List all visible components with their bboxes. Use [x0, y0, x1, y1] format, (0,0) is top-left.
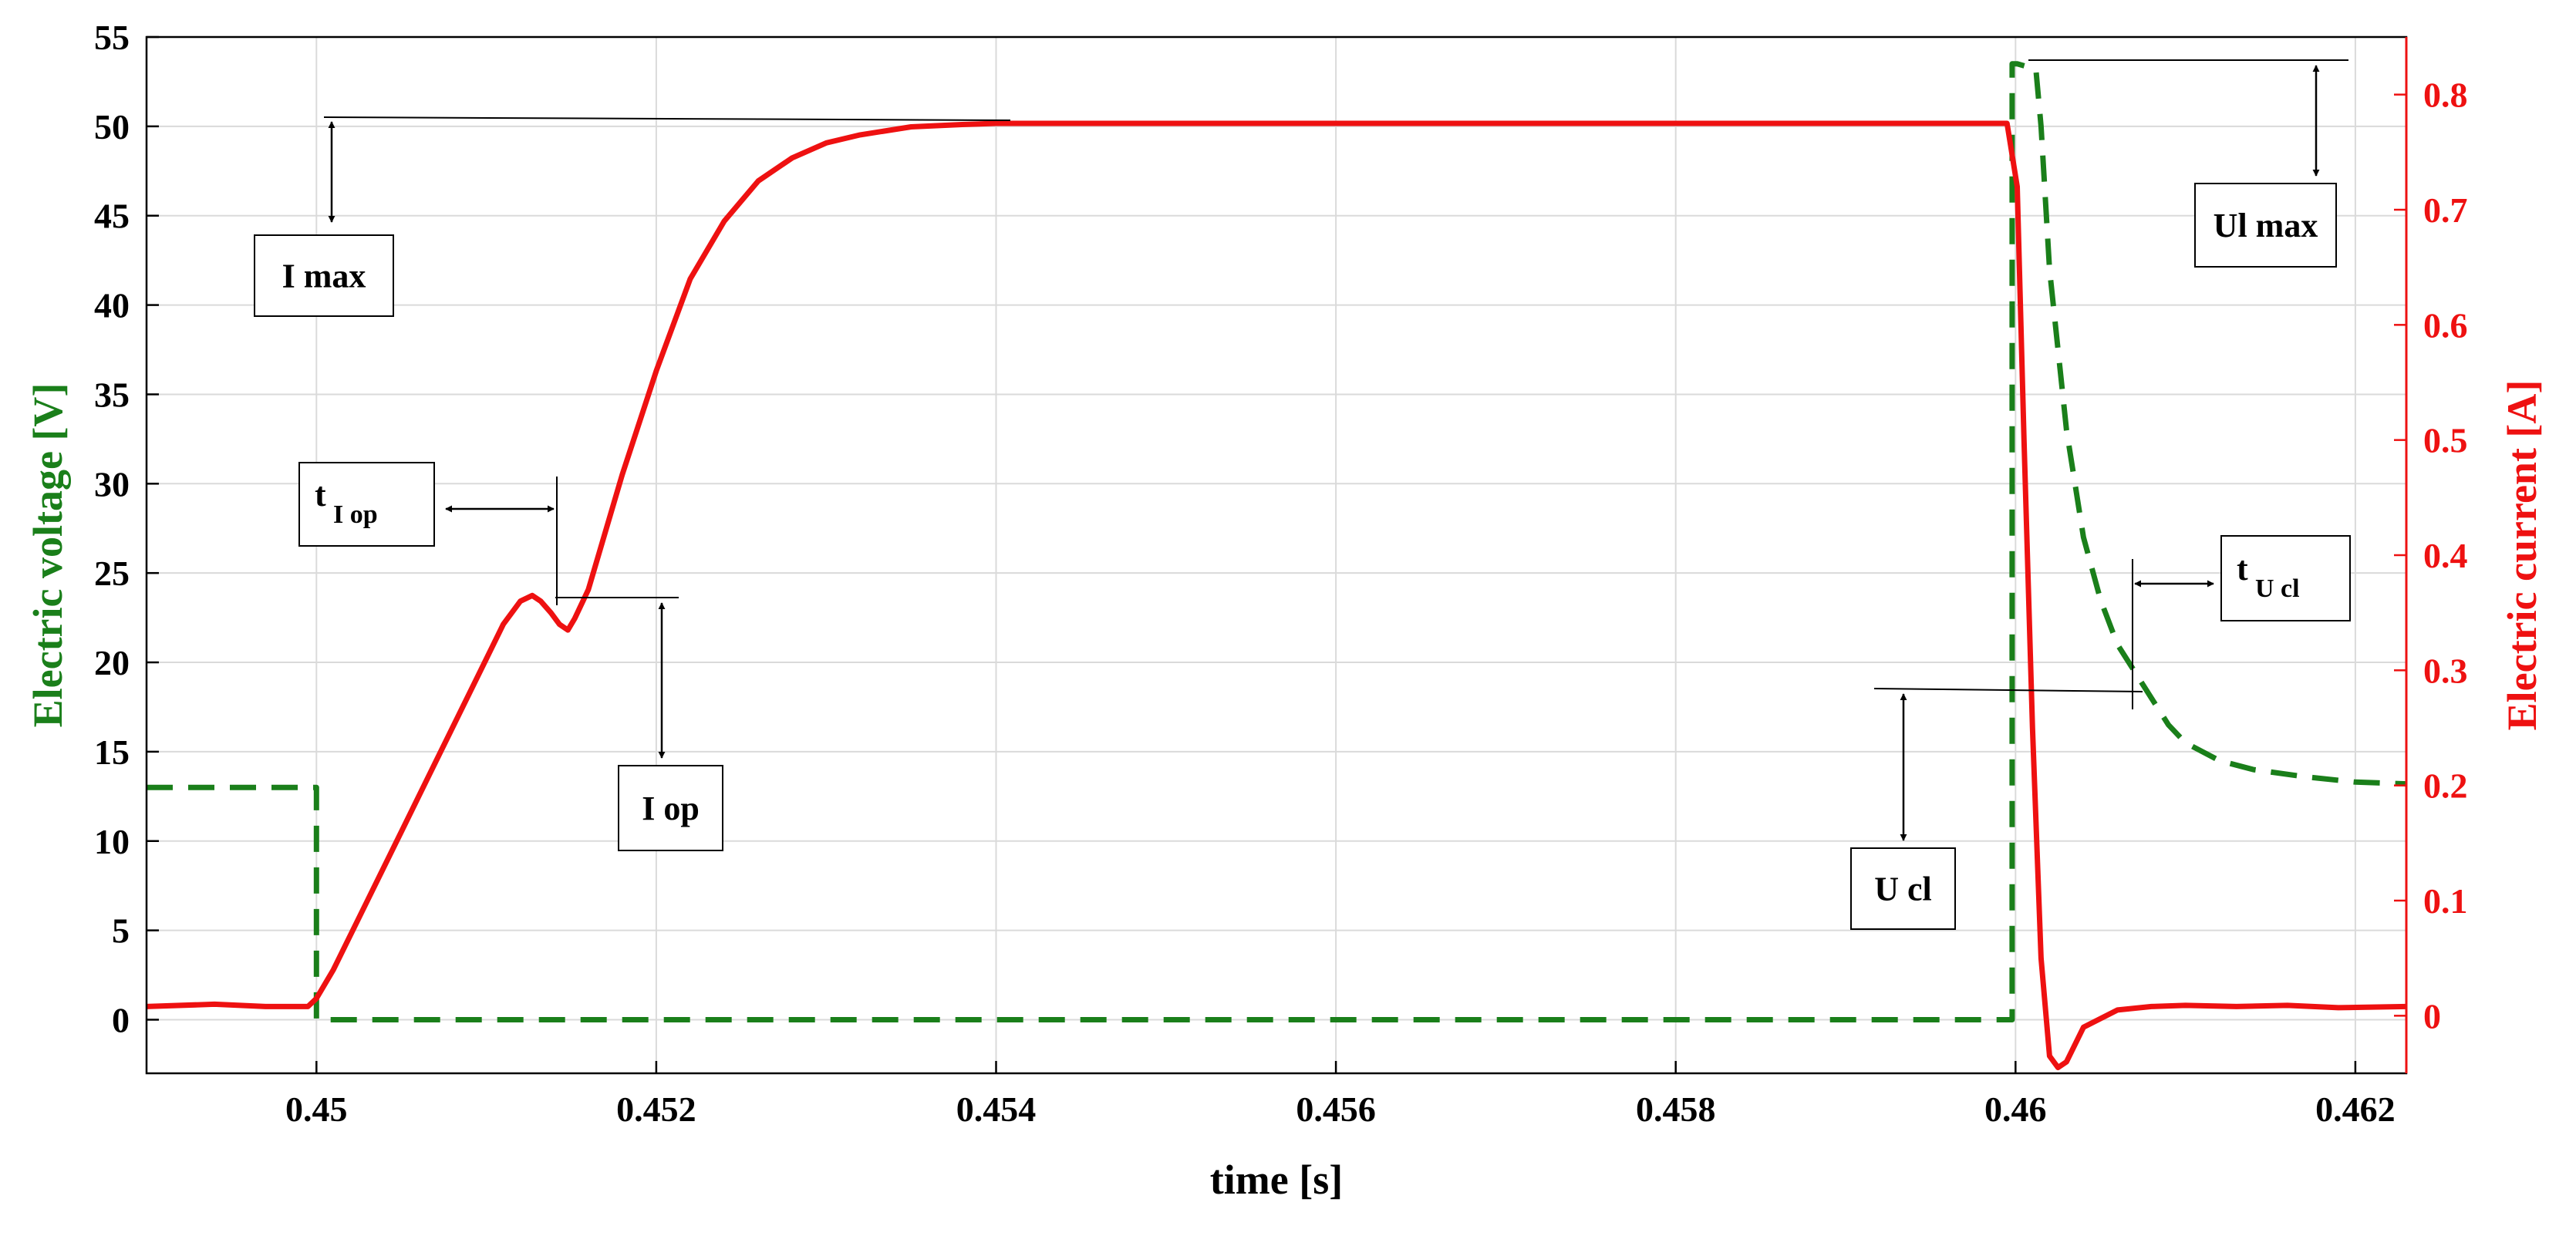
- right-y-tick-label: 0.3: [2423, 651, 2468, 690]
- axis-titles: time [s] Electric voltage [V] Electric c…: [25, 380, 2545, 1203]
- ul-max-annotation-box: [2194, 183, 2337, 268]
- i-op-annotation-box: [618, 765, 723, 851]
- left-y-tick-label: 40: [94, 286, 130, 325]
- t-u-cl-annotation-box: [2220, 535, 2351, 621]
- right-y-tick-label: 0: [2423, 996, 2441, 1036]
- x-tick-label: 0.452: [616, 1089, 696, 1129]
- i-max-annotation-label: I max: [282, 258, 366, 295]
- left-y-tick-label: 45: [94, 197, 130, 236]
- axes: 0.45 0.452 0.454 0.456 0.458 0.46 0.462 0 5 10 15 2…: [94, 18, 2468, 1129]
- t-i-op-annotation-label: t: [315, 476, 326, 514]
- left-y-tick-label: 55: [94, 18, 130, 57]
- u-cl-annotation-box: [1850, 847, 1956, 930]
- right-y-axis-title: Electric current [A]: [2499, 380, 2545, 731]
- left-y-axis-title: Electric voltage [V]: [25, 383, 71, 728]
- t-i-op-annotation-box: [298, 462, 435, 547]
- right-y-tick-label: 0.1: [2423, 881, 2468, 921]
- left-y-tick-label: 0: [112, 1000, 130, 1039]
- ul-max-annotation-label: Ul max: [2214, 207, 2318, 244]
- i-max-reference-line: [323, 116, 1011, 121]
- t-u-cl-annotation-subscript: U cl: [2255, 574, 2300, 603]
- left-y-tick-label: 35: [94, 375, 130, 414]
- x-tick-label: 0.45: [285, 1089, 348, 1129]
- plot-frame: [145, 35, 2408, 1075]
- right-y-tick-label: 0.7: [2423, 190, 2468, 230]
- left-y-tick-label: 20: [94, 643, 130, 682]
- i-max-annotation-box: [254, 234, 394, 317]
- left-y-tick-label: 5: [112, 911, 130, 951]
- left-y-tick-label: 15: [94, 733, 130, 772]
- u-cl-annotation-label: U cl: [1874, 871, 1932, 908]
- x-tick-label: 0.462: [2315, 1089, 2396, 1129]
- voltage-series-line: [147, 61, 2407, 1022]
- left-y-tick-label: 50: [94, 107, 130, 147]
- plot-series: [146, 61, 2407, 1070]
- left-y-tick-label: 25: [94, 554, 130, 593]
- left-y-tick-label: 30: [94, 464, 130, 503]
- right-y-tick-label: 0.5: [2423, 421, 2468, 460]
- u-cl-reference-line: [1873, 688, 2143, 692]
- x-axis-title: time [s]: [1210, 1157, 1343, 1203]
- current-series-line: [146, 120, 2407, 1070]
- t-u-cl-annotation-label: t: [2237, 550, 2248, 588]
- right-y-tick-label: 0.2: [2423, 766, 2468, 806]
- left-y-tick-label: 10: [94, 822, 130, 861]
- right-y-tick-label: 0.8: [2423, 76, 2468, 115]
- right-y-tick-label: 0.6: [2423, 305, 2468, 345]
- x-tick-label: 0.456: [1296, 1089, 1376, 1129]
- i-op-annotation-label: I op: [642, 790, 700, 827]
- x-tick-label: 0.458: [1636, 1089, 1716, 1129]
- x-tick-label: 0.46: [1984, 1089, 2047, 1129]
- x-tick-label: 0.454: [956, 1089, 1037, 1129]
- t-i-op-annotation-subscript: I op: [333, 500, 378, 529]
- right-y-tick-label: 0.4: [2423, 536, 2468, 575]
- grid: [147, 36, 2406, 1073]
